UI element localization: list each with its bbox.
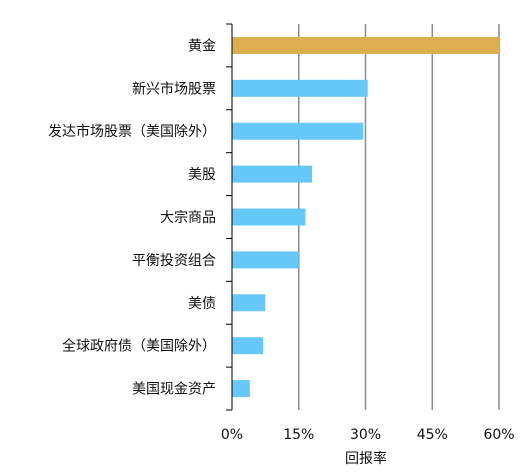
x-tick-label: 30% bbox=[350, 427, 381, 443]
x-tick-label: 0% bbox=[221, 427, 243, 443]
x-tick-label: 45% bbox=[417, 427, 448, 443]
category-label: 大宗商品 bbox=[160, 210, 216, 226]
category-label: 平衡投资组合 bbox=[132, 253, 216, 269]
category-label: 美债 bbox=[188, 296, 216, 312]
bar bbox=[232, 337, 264, 355]
category-label: 新兴市场股票 bbox=[132, 80, 216, 97]
x-tick-labels: 0% 15% 30% 45% 60% bbox=[221, 427, 515, 443]
x-axis-title: 回报率 bbox=[345, 450, 387, 467]
category-label: 美国现金资产 bbox=[132, 382, 216, 398]
category-label: 全球政府债（美国除外） bbox=[62, 338, 216, 355]
y-axis bbox=[226, 23, 233, 411]
bar bbox=[232, 79, 368, 97]
bar bbox=[232, 208, 306, 226]
category-label: 美股 bbox=[188, 167, 216, 183]
category-label: 发达市场股票（美国除外） bbox=[48, 123, 216, 140]
bar bbox=[232, 122, 364, 140]
bar bbox=[232, 294, 266, 312]
bar bbox=[232, 380, 250, 398]
bars bbox=[232, 36, 499, 398]
bar bbox=[232, 251, 299, 269]
bar bbox=[232, 36, 499, 54]
bar bbox=[232, 165, 313, 183]
category-label: 黄金 bbox=[188, 37, 216, 54]
x-tick-label: 60% bbox=[483, 427, 514, 443]
x-tick-label: 15% bbox=[283, 427, 314, 443]
